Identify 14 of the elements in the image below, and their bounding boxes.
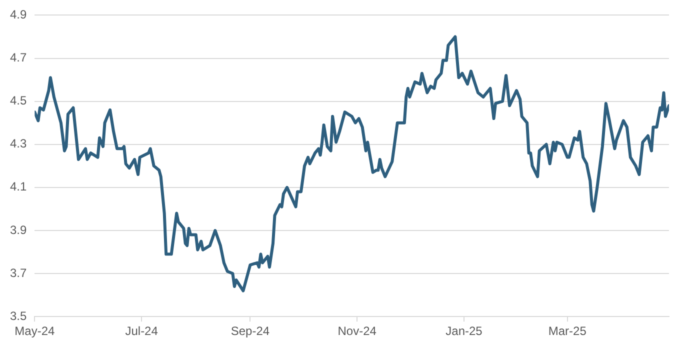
y-tick-label: 3.9 bbox=[10, 222, 27, 237]
y-tick-label: 3.7 bbox=[10, 266, 27, 280]
x-tick-label: May-24 bbox=[14, 324, 56, 338]
y-tick-label: 4.5 bbox=[10, 94, 27, 108]
y-tick-label: 4.3 bbox=[10, 136, 27, 151]
x-tick-label: Sep-24 bbox=[230, 324, 270, 338]
y-tick-label: 4.7 bbox=[10, 50, 27, 65]
x-tick-label: Jul-24 bbox=[125, 324, 158, 338]
x-tick-label: Jan-25 bbox=[446, 324, 483, 338]
x-tick-label: Mar-25 bbox=[548, 324, 587, 338]
y-tick-label: 4.1 bbox=[10, 180, 27, 194]
x-tick-label: Nov-24 bbox=[338, 324, 377, 338]
y-tick-label: 4.9 bbox=[10, 8, 27, 22]
y-tick-label: 3.5 bbox=[10, 308, 27, 323]
